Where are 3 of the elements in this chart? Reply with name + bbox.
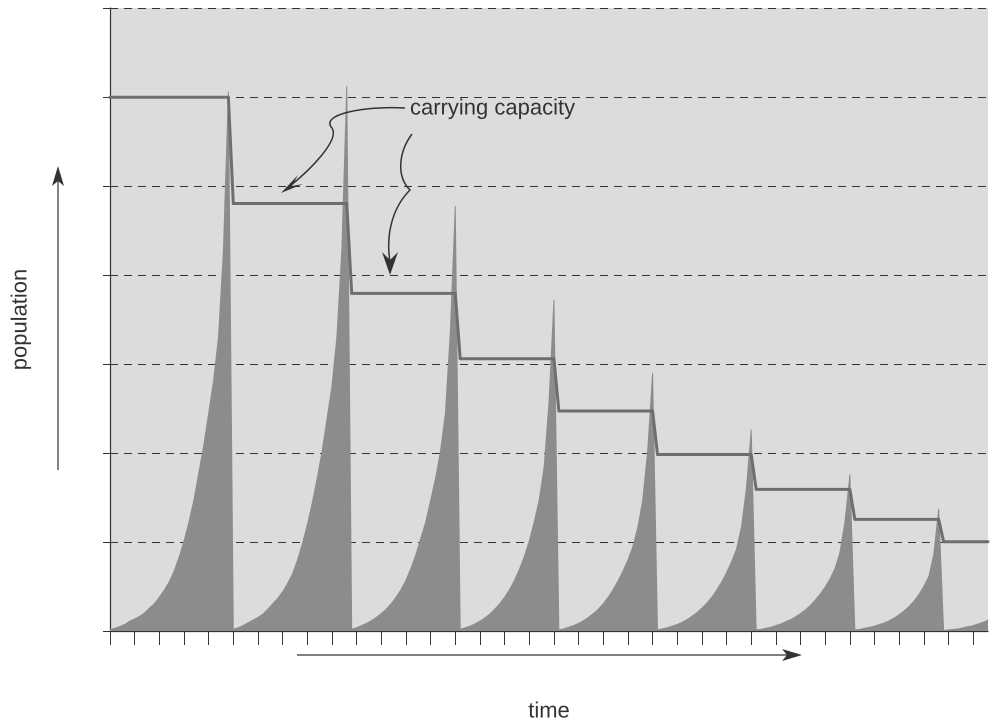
text: carrying capacity xyxy=(410,94,576,120)
y-axis-title: population xyxy=(6,268,32,370)
x-axis-title: time xyxy=(528,698,570,722)
